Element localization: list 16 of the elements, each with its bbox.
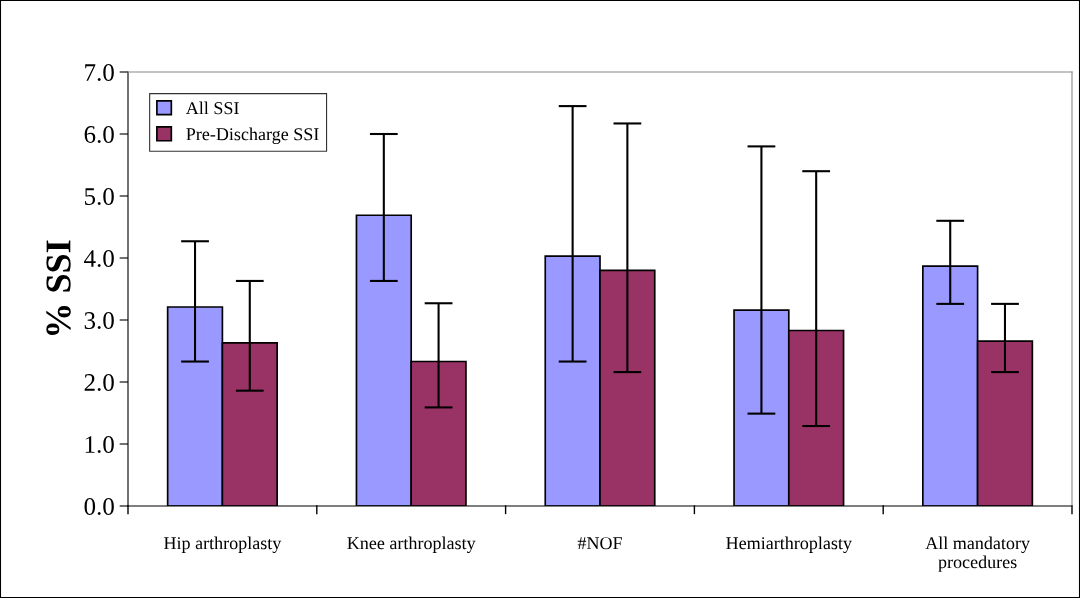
y-tick-label: 2.0 [84,374,114,392]
y-tick-label: 1.0 [85,436,114,454]
x-tick-label: Knee arthroplasty [347,536,476,553]
x-tick-label: Hemiarthroplasty [726,536,852,553]
y-tick-label: 6.0 [84,126,114,144]
y-tick-label: 7.0 [85,64,114,82]
legend-label: Pre-Discharge SSI [186,127,319,145]
x-tick-label: All mandatory procedures [925,536,1030,572]
legend-label: All SSI [185,101,239,115]
y-axis-title: % SSI [46,240,71,335]
y-tick-label: 5.0 [85,188,114,206]
x-tick-label: #NOF [577,537,622,550]
y-tick-label: 3.0 [84,312,114,330]
x-tick-label: Hip arthroplasty [164,536,282,553]
y-tick-label: 0.0 [84,498,114,516]
y-tick-label: 4.0 [84,250,114,268]
